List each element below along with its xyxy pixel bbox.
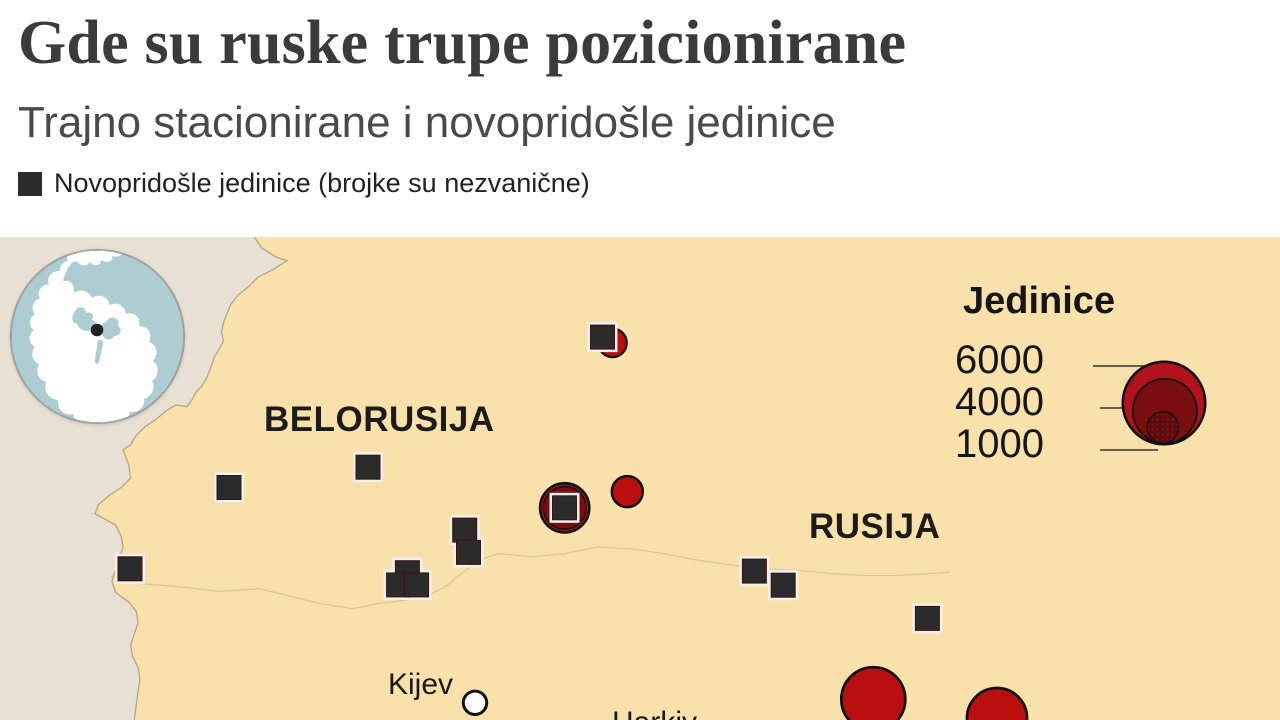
svg-text:1000: 1000 (955, 422, 1044, 466)
svg-text:6000: 6000 (955, 338, 1044, 382)
svg-text:4000: 4000 (955, 380, 1044, 424)
svg-text:Jedinice: Jedinice (963, 280, 1115, 322)
